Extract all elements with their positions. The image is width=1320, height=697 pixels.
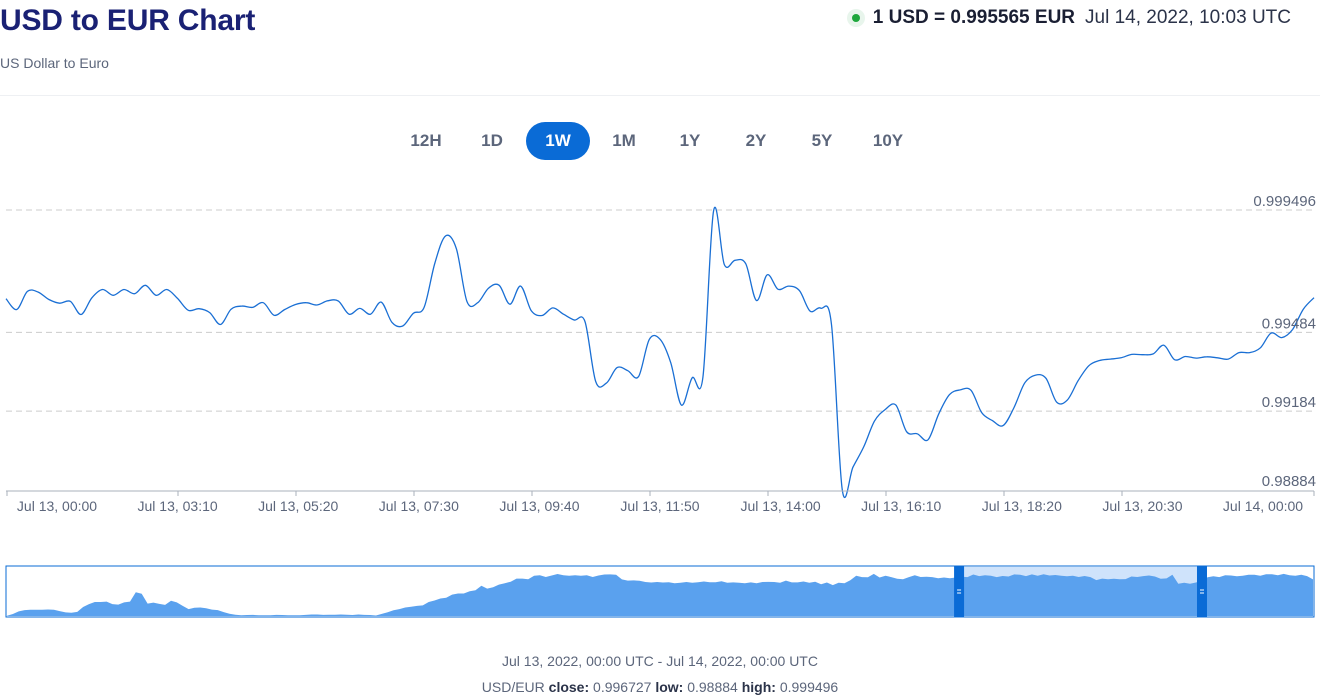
range-navigator[interactable]	[0, 560, 1320, 620]
navigator-left-handle[interactable]	[954, 566, 965, 617]
y-axis-labels: 0.999496 0.99484 0.99184 0.98884	[1253, 193, 1316, 490]
page-title: USD to EUR Chart	[0, 4, 256, 37]
low-value: 0.98884	[687, 679, 738, 695]
x-tick-label: Jul 13, 07:30	[379, 498, 459, 514]
navigator-area-path	[7, 573, 1313, 616]
y-tick-label: 0.99184	[1262, 394, 1316, 411]
x-tick-label: Jul 13, 03:10	[138, 498, 218, 514]
x-tick-label: Jul 13, 11:50	[620, 498, 699, 514]
page-subtitle: US Dollar to Euro	[0, 55, 109, 71]
low-label: low:	[655, 679, 684, 695]
grid-lines	[6, 209, 1314, 412]
range-tab-10y[interactable]: 10Y	[856, 122, 920, 160]
range-tab-1d[interactable]: 1D	[460, 122, 524, 160]
pair-label: USD/EUR	[481, 679, 545, 695]
navigator-right-handle[interactable]	[1196, 566, 1207, 617]
series-line	[5, 206, 1315, 499]
navigator-area	[5, 565, 1315, 618]
range-tab-1y[interactable]: 1Y	[658, 122, 722, 160]
x-tick-label: Jul 13, 18:20	[982, 498, 1062, 514]
footer-date-range: Jul 13, 2022, 00:00 UTC - Jul 14, 2022, …	[502, 653, 818, 669]
footer-stats: USD/EUR close: 0.996727 low: 0.98884 hig…	[0, 679, 1320, 695]
x-tick-label: Jul 13, 09:40	[499, 498, 579, 514]
main-chart[interactable]: 0.999496 0.99484 0.99184 0.98884 Jul 13, 00…	[0, 180, 1320, 520]
range-tab-1w[interactable]: 1W	[526, 122, 590, 160]
current-rate: 1 USD = 0.995565 EUR	[872, 7, 1076, 28]
x-tick-label: Jul 13, 16:10	[861, 498, 941, 514]
live-rate: 1 USD = 0.995565 EUR Jul 14, 2022, 10:03…	[846, 7, 1291, 29]
x-tick-label: Jul 13, 05:20	[258, 498, 338, 514]
high-value: 0.999496	[779, 679, 839, 695]
rate-timestamp: Jul 14, 2022, 10:03 UTC	[1085, 7, 1291, 28]
close-label: close:	[548, 679, 590, 695]
y-tick-label: 0.98884	[1262, 473, 1316, 490]
range-tab-12h[interactable]: 12H	[394, 122, 458, 160]
x-tick-label: Jul 13, 20:30	[1102, 498, 1182, 514]
live-status-icon	[846, 9, 865, 27]
high-label: high:	[741, 679, 776, 695]
x-tick-label: Jul 13, 14:00	[741, 498, 821, 514]
range-tab-1m[interactable]: 1M	[592, 122, 656, 160]
series-line-layer	[5, 206, 1315, 499]
y-tick-label: 0.99484	[1262, 315, 1316, 332]
x-axis: Jul 13, 00:00 Jul 13, 03:10 Jul 13, 05:20 J…	[6, 490, 1315, 514]
x-tick-label: Jul 14, 00:00	[1223, 498, 1303, 514]
range-tab-5y[interactable]: 5Y	[790, 122, 854, 160]
range-tab-2y[interactable]: 2Y	[724, 122, 788, 160]
y-tick-label: 0.999496	[1253, 193, 1316, 210]
range-tabs: 12H 1D 1W 1M 1Y 2Y 5Y 10Y	[394, 122, 922, 160]
x-tick-label: Jul 13, 00:00	[17, 498, 97, 514]
close-value: 0.996727	[593, 679, 652, 695]
header-divider	[0, 95, 1320, 96]
